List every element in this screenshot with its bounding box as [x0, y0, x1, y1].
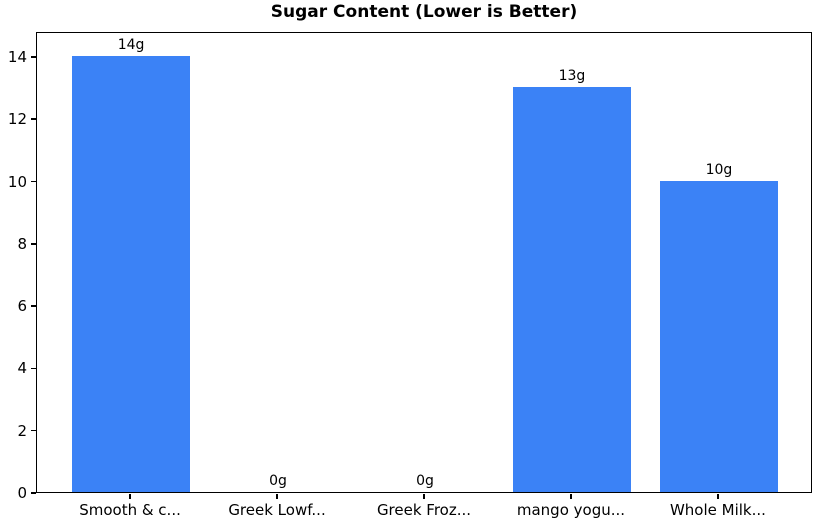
- y-tick-mark: [30, 56, 36, 58]
- y-tick-label: 6: [17, 297, 27, 316]
- x-tick-mark: [570, 493, 572, 499]
- y-tick-mark: [30, 429, 36, 432]
- chart-title: Sugar Content (Lower is Better): [270, 2, 578, 22]
- y-tick-label: 10: [7, 172, 27, 191]
- plot-area: 14g 0g 0g 13g 10g: [36, 32, 812, 493]
- y-tick-label: 4: [17, 359, 27, 378]
- y-tick-label: 12: [7, 110, 27, 129]
- x-tick-mark: [423, 493, 425, 499]
- y-tick-mark: [30, 367, 36, 370]
- bar: [72, 55, 190, 492]
- bar-value-label: 10g: [705, 161, 733, 178]
- x-tick-label: Whole Milk...: [669, 501, 766, 519]
- bar-value-label: 14g: [117, 36, 145, 53]
- x-tick-label: Greek Lowf...: [228, 501, 326, 519]
- x-tick-mark: [276, 493, 278, 499]
- x-tick-label: mango yogu...: [516, 501, 626, 519]
- bar-value-label: 0g: [416, 473, 434, 489]
- y-tick-mark: [30, 492, 36, 494]
- y-tick-label: 0: [17, 484, 27, 502]
- bar: [513, 87, 631, 492]
- x-tick-mark: [717, 493, 719, 499]
- x-tick-label: Smooth & c...: [79, 501, 181, 519]
- bar-value-label: 13g: [558, 68, 586, 85]
- bar: [660, 180, 778, 492]
- y-tick-mark: [30, 180, 36, 183]
- y-tick-label: 14: [7, 47, 27, 66]
- y-tick-mark: [30, 118, 36, 120]
- x-tick-label: Greek Froz...: [376, 501, 472, 519]
- y-tick-label: 2: [17, 421, 27, 440]
- x-tick-mark: [129, 493, 131, 499]
- bar-value-label: 0g: [269, 473, 287, 489]
- y-tick-mark: [30, 243, 36, 245]
- y-tick-label: 8: [17, 234, 27, 253]
- y-tick-mark: [30, 305, 36, 307]
